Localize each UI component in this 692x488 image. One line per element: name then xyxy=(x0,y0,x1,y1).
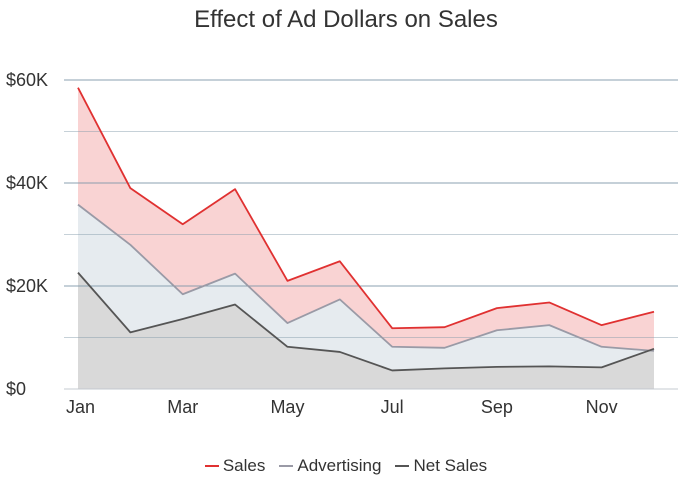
x-tick-label: Jan xyxy=(66,397,95,417)
legend-swatch xyxy=(395,465,410,467)
y-tick-label: $40K xyxy=(6,173,48,193)
y-tick-label: $0 xyxy=(6,379,26,399)
legend-swatch xyxy=(279,465,294,467)
series-line-3 xyxy=(77,272,655,372)
legend-label: Sales xyxy=(222,456,266,475)
x-tick-label: Sep xyxy=(481,397,513,417)
x-tick-label: Jul xyxy=(381,397,404,417)
series-line-1 xyxy=(77,87,655,330)
x-tick-label: Nov xyxy=(586,397,618,417)
legend-swatch xyxy=(204,465,219,467)
legend-item-1: Sales xyxy=(204,456,266,476)
area-fill-3 xyxy=(78,272,654,389)
y-tick-label: $20K xyxy=(6,276,48,296)
x-tick-label: May xyxy=(270,397,304,417)
y-tick-label: $60K xyxy=(6,70,48,90)
legend-item-2: Advertising xyxy=(279,456,381,476)
series-line-2 xyxy=(77,203,655,352)
chart-legend: Sales Advertising Net Sales xyxy=(0,456,692,476)
legend-label: Advertising xyxy=(297,456,382,475)
legend-label: Net Sales xyxy=(413,456,488,475)
chart-title: Effect of Ad Dollars on Sales xyxy=(194,6,498,33)
x-tick-label: Mar xyxy=(167,397,198,417)
legend-item-3: Net Sales xyxy=(395,456,487,476)
